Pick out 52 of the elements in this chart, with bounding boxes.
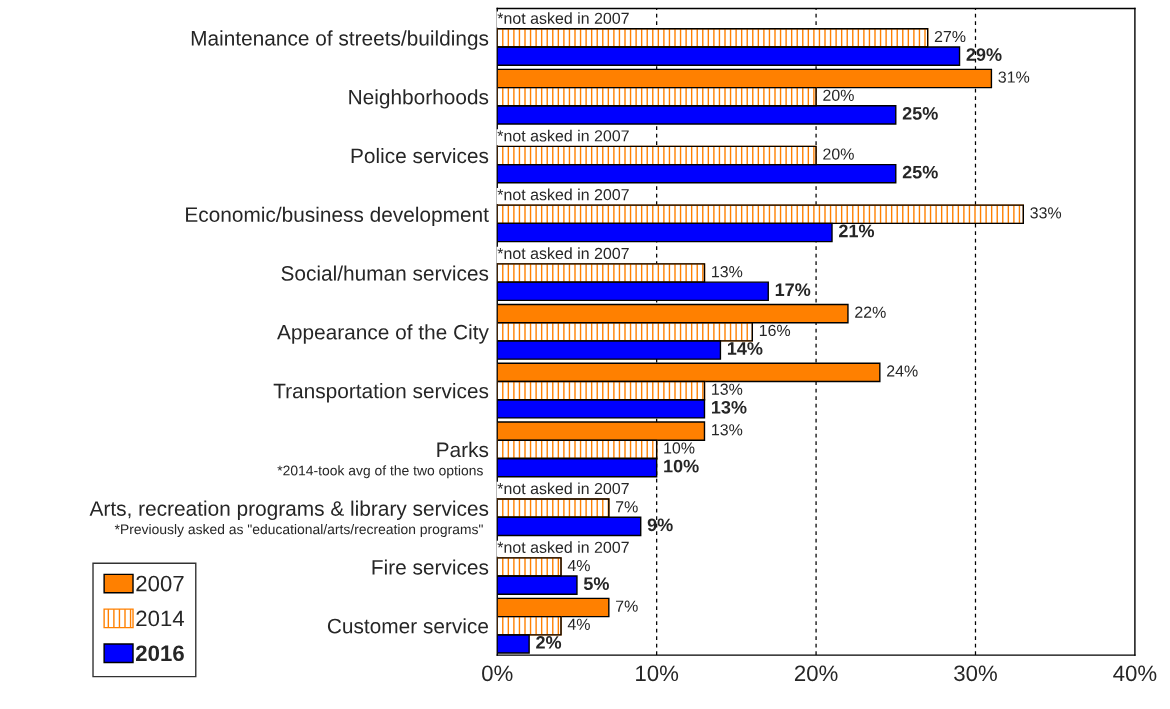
data-label: 20% [823, 148, 854, 160]
y-tick-label: Police services [351, 147, 489, 164]
data-label: 10% [664, 442, 695, 454]
data-label: 2% [536, 636, 562, 649]
y-tick-label: Transportation services [273, 383, 489, 403]
y-tick-label: Appearance of the City [277, 324, 489, 344]
annotation: *not asked in 2007 [497, 541, 629, 554]
data-label: 20% [823, 89, 854, 101]
data-label: 13% [712, 424, 743, 436]
legend-label: 2014 [136, 610, 185, 627]
data-label: 13% [712, 400, 747, 414]
x-tick-label: 40% [1113, 665, 1157, 682]
x-tick-label: 10% [636, 665, 679, 682]
data-label: 5% [583, 577, 609, 591]
data-label: 7% [616, 600, 638, 612]
data-label: 4% [567, 618, 590, 630]
y-tick-label: Maintenance of streets/buildings [191, 30, 489, 50]
data-label: 31% [998, 71, 1030, 83]
annotation: *not asked in 2007 [497, 188, 629, 201]
data-label: 16% [759, 324, 791, 337]
data-label: 7% [616, 501, 638, 513]
data-label: 17% [775, 283, 811, 297]
data-label: 4% [567, 559, 590, 572]
category-label: Parks *2014-took avg of the two options [277, 441, 489, 479]
data-label: 25% [902, 165, 938, 179]
data-label: 22% [855, 306, 886, 318]
category-label: Arts, recreation programs & library services *Previously asked as "educational/arts/recreation programs" [89, 500, 489, 537]
x-tick-label: 20% [794, 665, 838, 682]
data-label: 24% [887, 365, 918, 377]
x-tick-label: 0% [482, 665, 513, 682]
y-tick-label: Customer service [327, 618, 488, 634]
y-tick-label: Economic/business development [186, 206, 489, 227]
data-label: 13% [712, 266, 743, 278]
annotation: *not asked in 2007 [497, 482, 629, 495]
data-label: 29% [966, 48, 1002, 61]
data-label: 9% [647, 518, 673, 532]
y-tick-label: Neighborhoods [349, 89, 489, 109]
x-tick-label: 30% [954, 665, 997, 682]
data-label: 13% [712, 383, 743, 395]
data-label: 25% [902, 106, 938, 120]
data-label: 10% [664, 459, 699, 473]
data-label: 21% [839, 224, 875, 238]
data-label: 27% [934, 30, 966, 43]
annotation: *not asked in 2007 [497, 129, 629, 142]
y-tick-label: Fire services [372, 559, 489, 575]
annotation: *not asked in 2007 [497, 12, 629, 24]
annotation: *not asked in 2007 [497, 247, 629, 260]
y-tick-label: Social/human services [281, 265, 489, 281]
legend-label: 2016 [136, 645, 184, 662]
legend-label: 2007 [136, 575, 184, 592]
data-label: 33% [1030, 207, 1062, 219]
data-label: 14% [727, 342, 763, 355]
